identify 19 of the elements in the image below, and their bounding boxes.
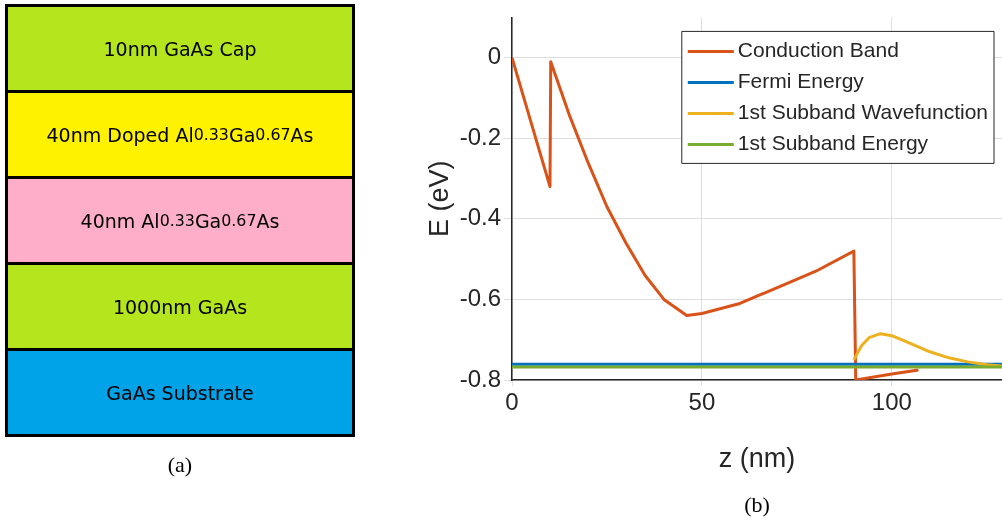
category-label: 1000nm GaAs [8, 262, 352, 348]
text: (a) [166, 452, 194, 478]
x-tick-label: 50 [688, 388, 716, 416]
legend-label: 1st Subband Energy [737, 131, 929, 155]
y-tick-label: -0.8 [459, 364, 501, 392]
legend-label: 1st Subband Wavefunction [737, 100, 988, 124]
legend-label: Conduction Band [737, 38, 899, 62]
y-tick-label: -0.2 [459, 122, 501, 150]
x-tick-label: 0 [505, 388, 519, 416]
y-tick-label: -0.6 [459, 284, 501, 312]
y-tick-label: 0 [487, 42, 501, 70]
category-label: GaAs Substrate [8, 348, 352, 434]
legend-label: Fermi Energy [737, 69, 865, 93]
y-axis-title: E (eV) [423, 160, 454, 237]
x-tick-label: 100 [871, 388, 912, 416]
x-axis-title: z (nm) [718, 443, 796, 474]
y-tick-label: -0.4 [459, 203, 501, 231]
text: (b) [743, 492, 771, 518]
category-label: 10nm GaAs Cap [8, 7, 352, 90]
